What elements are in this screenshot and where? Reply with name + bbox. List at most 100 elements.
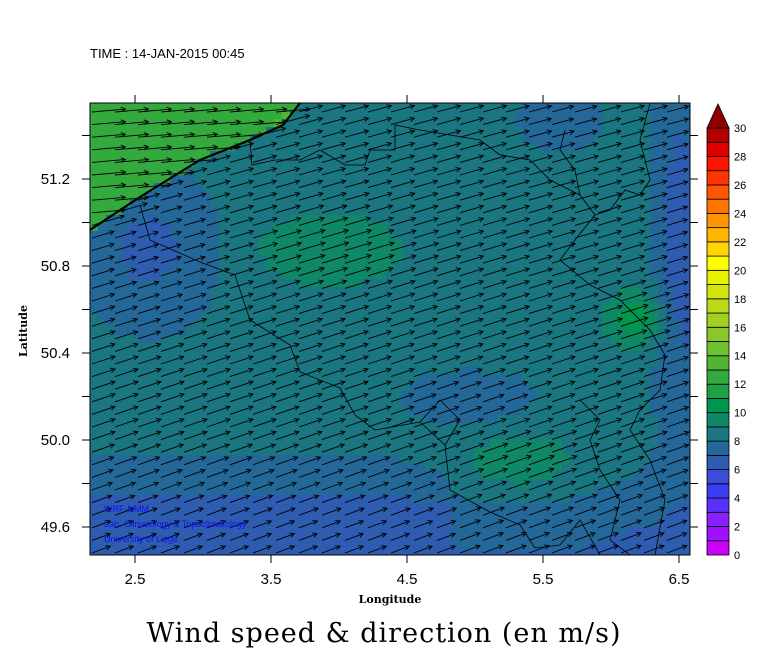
field-cell xyxy=(210,415,219,424)
field-cell xyxy=(298,423,307,432)
field-cell xyxy=(314,327,323,336)
field-cell xyxy=(250,503,259,512)
field-cell xyxy=(330,415,339,424)
field-cell xyxy=(514,231,523,240)
field-cell xyxy=(186,191,195,200)
field-cell xyxy=(106,423,115,432)
field-cell xyxy=(250,103,259,112)
wind-arrow xyxy=(436,141,462,151)
field-cell xyxy=(274,247,283,256)
field-cell xyxy=(130,223,139,232)
wind-arrow xyxy=(436,204,462,214)
wind-arrow xyxy=(160,380,185,390)
wind-arrow xyxy=(114,367,139,378)
field-cell xyxy=(306,303,315,312)
field-cell xyxy=(594,215,603,224)
wind-arrow xyxy=(551,229,577,239)
field-cell xyxy=(626,447,635,456)
field-cell xyxy=(274,431,283,440)
field-cell xyxy=(90,247,99,256)
field-cell xyxy=(666,127,675,136)
field-cell xyxy=(370,279,379,288)
field-cell xyxy=(154,271,163,280)
field-cell xyxy=(370,375,379,384)
wind-arrow xyxy=(137,443,162,453)
field-cell xyxy=(138,167,147,176)
field-cell xyxy=(194,351,203,360)
wind-arrow xyxy=(298,355,323,365)
field-cell xyxy=(234,455,243,464)
field-cell xyxy=(138,319,147,328)
field-cell xyxy=(194,535,203,544)
field-cell xyxy=(226,111,235,120)
field-cell xyxy=(322,199,331,208)
wind-arrow xyxy=(321,380,346,390)
field-cell xyxy=(450,319,459,328)
field-cell xyxy=(306,215,315,224)
field-cell xyxy=(394,407,403,416)
field-cell xyxy=(122,511,131,520)
field-cell xyxy=(578,455,587,464)
field-cell xyxy=(170,191,179,200)
field-cell xyxy=(394,415,403,424)
field-cell xyxy=(322,439,331,448)
field-cell xyxy=(106,527,115,536)
field-cell xyxy=(490,359,499,368)
field-cell xyxy=(194,527,203,536)
field-cell xyxy=(474,207,483,216)
field-cell xyxy=(330,135,339,144)
field-cell xyxy=(602,271,611,280)
field-cell xyxy=(650,503,659,512)
field-cell xyxy=(514,127,523,136)
field-cell xyxy=(474,175,483,184)
field-cell xyxy=(602,487,611,496)
field-cell xyxy=(378,159,387,168)
wind-arrow xyxy=(551,204,577,214)
field-cell xyxy=(682,199,690,208)
field-cell xyxy=(682,271,690,280)
wind-arrow xyxy=(482,417,507,428)
field-cell xyxy=(322,375,331,384)
field-cell xyxy=(570,423,579,432)
wind-arrow xyxy=(528,204,554,214)
field-cell xyxy=(114,311,123,320)
wind-arrow xyxy=(551,142,576,151)
field-cell xyxy=(434,207,443,216)
field-cell xyxy=(490,383,499,392)
field-cell xyxy=(610,271,619,280)
field-cell xyxy=(410,247,419,256)
field-cell xyxy=(394,191,403,200)
field-cell xyxy=(282,103,291,112)
field-cell xyxy=(410,343,419,352)
field-cell xyxy=(90,279,99,288)
field-cell xyxy=(218,111,227,120)
field-cell xyxy=(466,287,475,296)
wind-arrow xyxy=(482,330,508,340)
field-cell xyxy=(370,351,379,360)
wind-arrow xyxy=(137,243,159,252)
field-cell xyxy=(650,519,659,528)
field-cell xyxy=(322,327,331,336)
field-cell xyxy=(674,399,683,408)
field-cell xyxy=(410,455,419,464)
wind-arrow xyxy=(91,342,116,352)
wind-arrow xyxy=(643,154,668,163)
wind-arrow xyxy=(574,367,599,378)
field-cell xyxy=(226,439,235,448)
field-cell xyxy=(98,215,107,224)
field-cell xyxy=(362,495,371,504)
field-cell xyxy=(106,503,115,512)
field-cell xyxy=(650,527,659,536)
field-cell xyxy=(370,447,379,456)
field-cell xyxy=(226,167,235,176)
field-cell xyxy=(666,439,675,448)
field-cell xyxy=(130,295,139,304)
field-cell xyxy=(618,167,627,176)
field-cell xyxy=(354,223,363,232)
field-cell xyxy=(146,495,155,504)
field-cell xyxy=(666,319,675,328)
field-cell xyxy=(370,367,379,376)
field-cell xyxy=(90,375,99,384)
field-cell xyxy=(330,495,339,504)
field-cell xyxy=(194,231,203,240)
